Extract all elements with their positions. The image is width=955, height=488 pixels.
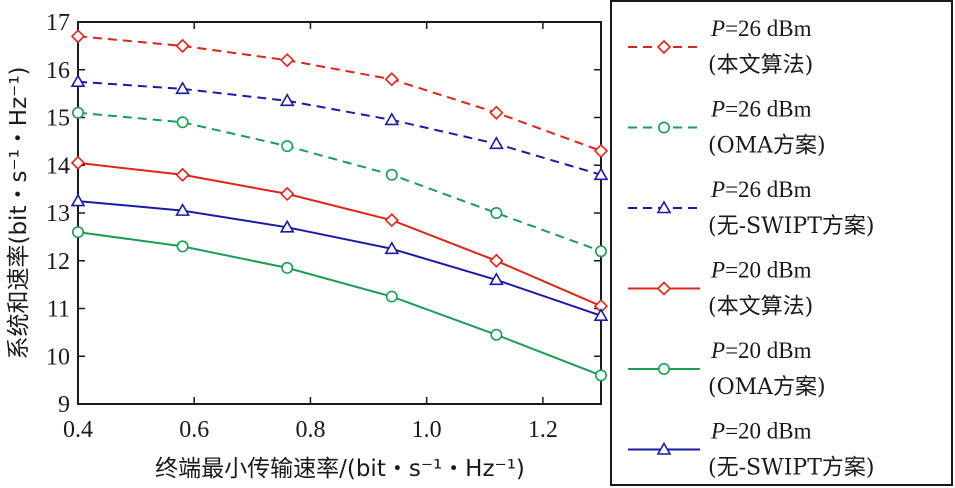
series-3-point <box>384 213 399 228</box>
legend-marker-0 <box>656 39 672 55</box>
series-2-point <box>384 112 400 126</box>
series-5-point <box>489 272 504 286</box>
legend-p-symbol: P <box>710 177 725 202</box>
y-tick-label: 17 <box>46 10 70 36</box>
x-axis-ticks: 0.4 0.6 0.8 1.0 1.2 <box>63 22 558 443</box>
x-tick-label: 0.6 <box>179 417 209 443</box>
legend-power-value: =20 dBm <box>725 258 812 283</box>
y-axis-label: 系统和速率(bit・s⁻¹・Hz⁻¹) <box>6 66 32 359</box>
series-2-point <box>279 93 295 107</box>
legend-marker-3 <box>656 281 672 296</box>
series-1-point <box>281 140 294 153</box>
y-tick-label: 9 <box>58 392 70 418</box>
series-3-point <box>70 155 86 170</box>
legend-marker-5 <box>656 441 672 455</box>
series-5-point <box>175 203 190 216</box>
x-tick-label: 1.0 <box>412 417 442 443</box>
legend: P=26 dBm(本文算法)P=26 dBm(OMA方案)P=26 dBm(无-… <box>628 16 874 481</box>
legend-box <box>610 0 953 486</box>
series-3-point <box>175 167 190 182</box>
legend-method-label: (OMA方案) <box>708 134 826 159</box>
legend-method-label: (OMA方案) <box>708 375 826 400</box>
legend-marker-1 <box>657 121 670 134</box>
legend-p-symbol: P <box>710 97 725 122</box>
plot-area <box>77 21 602 405</box>
y-tick-label: 16 <box>46 58 70 84</box>
series-line-5 <box>77 200 602 317</box>
y-tick-label: 15 <box>46 106 70 132</box>
legend-p-symbol: P <box>710 258 725 283</box>
series-2-point <box>70 74 86 87</box>
legend-power-value: =20 dBm <box>725 419 812 444</box>
series-1-point <box>594 245 607 258</box>
series-line-4 <box>77 231 602 377</box>
series-0-point <box>175 38 190 54</box>
series-4-point <box>281 261 294 274</box>
series-5-point <box>593 308 609 321</box>
legend-power-label: P=20 dBm <box>710 258 812 283</box>
legend-method-label: (无-SWIPT方案) <box>708 214 874 239</box>
series-2-point <box>593 167 609 181</box>
series-0-point <box>489 105 504 120</box>
series-4-point <box>594 369 607 382</box>
legend-power-value: =26 dBm <box>725 97 812 122</box>
y-tick-label: 14 <box>46 153 70 179</box>
x-tick-label: 0.4 <box>63 417 93 443</box>
series-4-point <box>176 240 189 253</box>
series-0-point <box>384 72 399 87</box>
series-1-point <box>490 207 503 220</box>
legend-method-label: (无-SWIPT方案) <box>708 456 874 481</box>
legend-p-symbol: P <box>710 419 725 444</box>
y-tick-label: 12 <box>46 249 70 275</box>
series-3-point <box>280 186 295 202</box>
legend-power-label: P=20 dBm <box>710 338 812 363</box>
series-1-point <box>385 168 398 181</box>
series-5-point <box>70 193 86 207</box>
legend-marker-4 <box>657 362 670 375</box>
series-1-point <box>72 106 85 119</box>
series-2-point <box>175 81 190 95</box>
legend-marker-2 <box>656 200 672 214</box>
series-line-2 <box>77 80 602 176</box>
legend-p-symbol: P <box>710 16 725 41</box>
series-4-point <box>490 328 503 341</box>
legend-power-value: =20 dBm <box>725 338 812 363</box>
series-line-0 <box>77 35 602 152</box>
x-axis-label: 终端最小传输速率/(bit・s⁻¹・Hz⁻¹) <box>155 456 525 482</box>
y-tick-label: 13 <box>46 201 70 227</box>
series-3-point <box>489 253 504 268</box>
y-tick-label: 11 <box>47 297 70 323</box>
legend-power-label: P=26 dBm <box>710 16 812 41</box>
legend-power-label: P=26 dBm <box>710 97 812 122</box>
y-axis-ticks: 9 10 11 12 13 14 15 16 17 <box>46 10 601 418</box>
series-5-point <box>279 219 295 233</box>
series-0-point <box>593 143 609 159</box>
legend-method-label: (本文算法) <box>708 53 813 78</box>
x-tick-label: 0.8 <box>295 417 325 443</box>
legend-power-value: =26 dBm <box>725 177 812 202</box>
legend-method-label: (本文算法) <box>708 295 813 320</box>
series-line-1 <box>77 111 602 253</box>
legend-power-label: P=20 dBm <box>710 419 812 444</box>
series-2-point <box>489 136 504 150</box>
series-0-point <box>280 53 295 68</box>
series-4-point <box>72 226 85 239</box>
series-4-point <box>385 290 398 303</box>
legend-power-label: P=26 dBm <box>710 177 812 202</box>
series-5-point <box>384 241 400 255</box>
y-tick-label: 10 <box>46 344 70 370</box>
series-lines <box>77 35 602 377</box>
series-line-3 <box>77 161 602 308</box>
series-1-point <box>176 116 189 129</box>
legend-power-value: =26 dBm <box>725 16 812 41</box>
series-markers <box>70 29 609 382</box>
series-0-point <box>70 29 86 44</box>
x-tick-label: 1.2 <box>528 417 558 443</box>
legend-p-symbol: P <box>710 338 725 363</box>
